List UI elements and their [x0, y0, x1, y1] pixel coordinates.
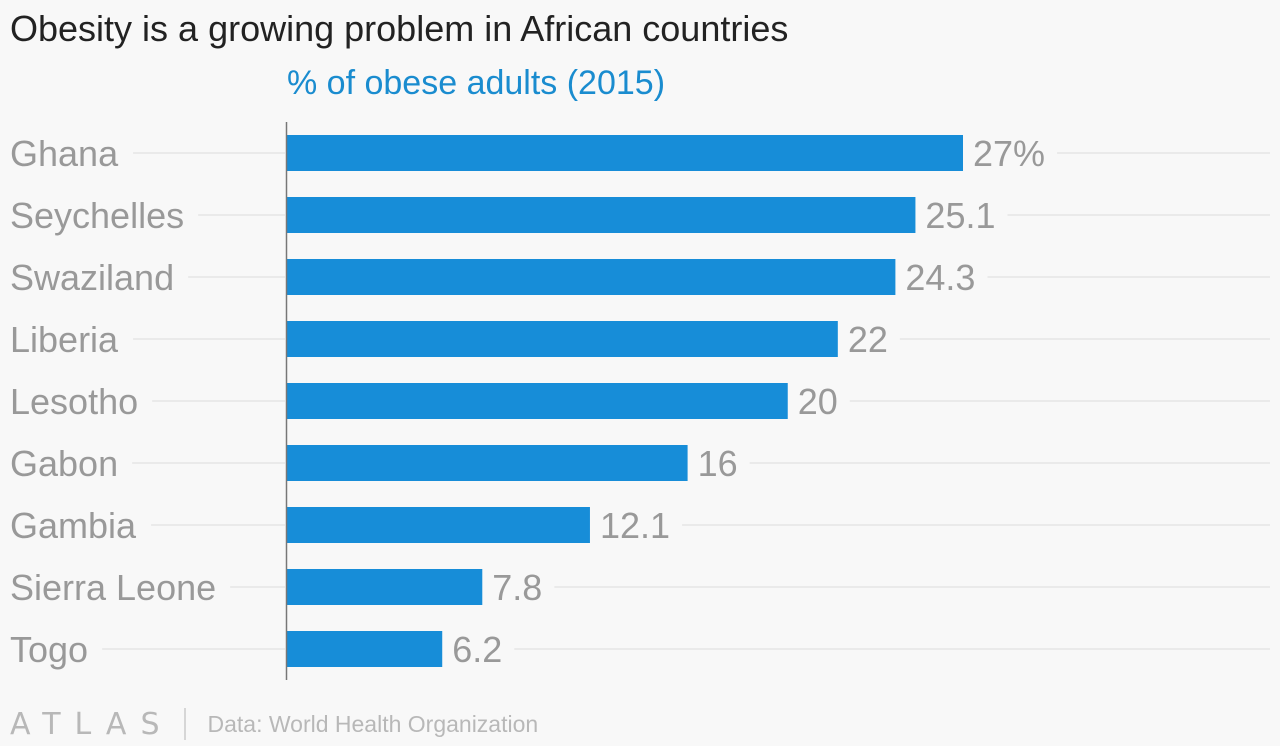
chart-subtitle: % of obese adults (2015): [287, 64, 666, 102]
bar: [287, 569, 483, 605]
value-label: 7.8: [492, 567, 542, 608]
category-label: Swaziland: [10, 257, 174, 298]
bar: [287, 383, 788, 419]
bar: [287, 631, 443, 667]
source-text: Data: World Health Organization: [207, 710, 539, 737]
bar: [287, 321, 838, 357]
bar-chart: Ghana 27% Seychelles 25.1 Swaziland 24.3 Liber…: [10, 122, 1270, 680]
footer-divider: [183, 708, 186, 740]
footer: ATLAS Data: World Health Organization: [10, 706, 538, 742]
value-label: 16: [698, 443, 738, 484]
bar: [287, 197, 916, 233]
bar: [287, 259, 896, 295]
bar: [287, 445, 688, 481]
value-label: 27%: [973, 133, 1045, 174]
bar: [287, 135, 963, 171]
value-label: 24.3: [905, 257, 975, 298]
value-label: 20: [798, 381, 838, 422]
category-label: Seychelles: [10, 195, 184, 236]
value-label: 22: [848, 319, 888, 360]
category-label: Gabon: [10, 443, 118, 484]
value-label: 25.1: [925, 195, 995, 236]
category-label: Sierra Leone: [10, 567, 216, 608]
category-label: Gambia: [10, 505, 137, 546]
chart-title: Obesity is a growing problem in African …: [10, 8, 789, 49]
category-label: Togo: [10, 629, 88, 670]
value-label: 6.2: [452, 629, 502, 670]
category-label: Liberia: [10, 319, 119, 360]
value-label: 12.1: [600, 505, 670, 546]
category-label: Ghana: [10, 133, 119, 174]
category-label: Lesotho: [10, 381, 138, 422]
atlas-logo: ATLAS: [10, 706, 174, 742]
bar: [287, 507, 590, 543]
